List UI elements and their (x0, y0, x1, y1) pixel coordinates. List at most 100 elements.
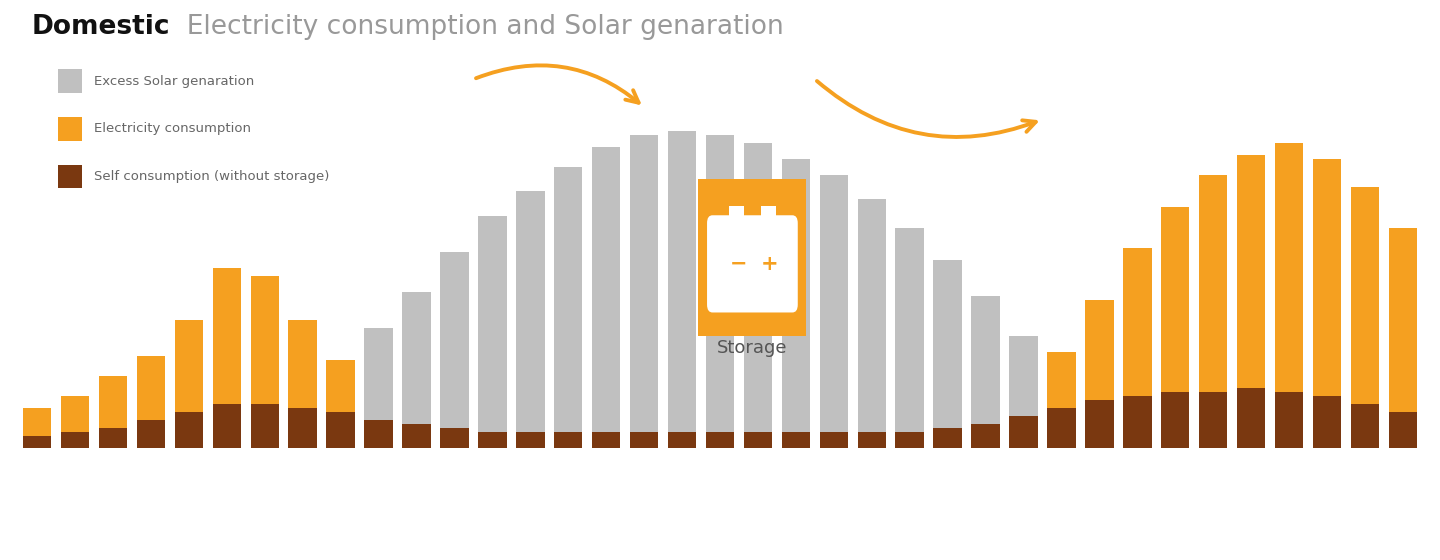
Bar (1274, 143, 1303, 448)
Bar (1086, 400, 1113, 448)
Bar (1237, 155, 1266, 448)
Bar (213, 268, 240, 448)
Text: 9.00 PM: 9.00 PM (1228, 496, 1273, 506)
Text: 3.00 PM: 3.00 PM (773, 496, 818, 506)
Bar (629, 432, 658, 448)
Bar (1009, 336, 1038, 448)
Bar (668, 432, 697, 448)
Bar (60, 432, 89, 448)
Bar (1274, 392, 1303, 448)
Bar (516, 432, 544, 448)
Bar (364, 420, 393, 448)
Bar (99, 376, 127, 448)
Text: Electricity consumption and Solar genaration: Electricity consumption and Solar genara… (170, 14, 783, 40)
Bar (857, 432, 886, 448)
Bar (819, 432, 848, 448)
Bar (972, 296, 999, 448)
Bar (1274, 143, 1303, 448)
Bar (478, 432, 507, 448)
Bar (327, 360, 354, 448)
Bar (1313, 396, 1341, 448)
Bar (516, 432, 544, 448)
Bar (1200, 392, 1227, 448)
Bar (592, 432, 621, 448)
Text: 9.00 AM: 9.00 AM (318, 496, 363, 506)
Text: 10.00 PM: 10.00 PM (1302, 496, 1352, 506)
Bar (1086, 400, 1113, 448)
Bar (972, 424, 999, 448)
Bar (1313, 160, 1341, 448)
Bar (1009, 416, 1038, 448)
Text: +: + (760, 254, 779, 274)
Bar (516, 428, 544, 448)
Bar (288, 408, 317, 448)
Bar (782, 432, 811, 448)
Bar (251, 404, 279, 448)
Bar (629, 136, 658, 448)
Bar (288, 320, 317, 448)
Bar (213, 268, 240, 448)
Bar (402, 292, 431, 448)
Bar (23, 408, 52, 448)
Text: 4.00 PM: 4.00 PM (850, 496, 894, 506)
Text: 7.00 AM: 7.00 AM (166, 496, 212, 506)
Bar (554, 428, 583, 448)
Bar (288, 320, 317, 448)
Bar (364, 420, 393, 448)
Bar (174, 320, 203, 448)
Bar (972, 416, 999, 448)
Bar (1388, 227, 1417, 448)
Text: 5.00 AM: 5.00 AM (14, 496, 60, 506)
Bar (1047, 408, 1076, 448)
Bar (1047, 408, 1076, 448)
Bar (402, 424, 431, 448)
Bar (819, 432, 848, 448)
Bar (743, 428, 772, 448)
Bar (327, 360, 354, 448)
Bar (782, 160, 811, 448)
Text: Excess Solar genaration: Excess Solar genaration (94, 74, 253, 88)
Bar (857, 428, 886, 448)
Bar (364, 384, 393, 448)
Bar (933, 424, 962, 448)
Bar (1123, 396, 1152, 448)
Bar (706, 432, 734, 448)
Bar (554, 167, 583, 448)
Bar (554, 432, 583, 448)
Bar (478, 216, 507, 448)
Bar (554, 432, 583, 448)
Bar (743, 143, 772, 448)
Bar (402, 404, 431, 448)
Bar (288, 412, 317, 448)
Bar (1047, 376, 1076, 448)
Bar (1351, 404, 1380, 448)
Text: 8.00 PM: 8.00 PM (1153, 496, 1198, 506)
Bar (1123, 248, 1152, 448)
Bar (478, 424, 507, 448)
Bar (441, 416, 468, 448)
Bar (1161, 208, 1189, 448)
Bar (1200, 175, 1227, 448)
Bar (1086, 300, 1113, 448)
Bar (1313, 160, 1341, 448)
Bar (1047, 352, 1076, 448)
Bar (402, 424, 431, 448)
Bar (60, 396, 89, 448)
Bar (99, 376, 127, 448)
Bar (1086, 300, 1113, 448)
Bar (251, 404, 279, 448)
Bar (99, 428, 127, 448)
Bar (1237, 388, 1266, 448)
Bar (706, 432, 734, 448)
Bar (441, 428, 468, 448)
Bar (1351, 404, 1380, 448)
Bar (668, 132, 697, 448)
Bar (441, 428, 468, 448)
Bar (629, 428, 658, 448)
Bar (213, 404, 240, 448)
Bar (288, 408, 317, 448)
Bar (251, 276, 279, 448)
Bar (896, 432, 924, 448)
Bar (1123, 436, 1152, 448)
Bar (1351, 188, 1380, 448)
